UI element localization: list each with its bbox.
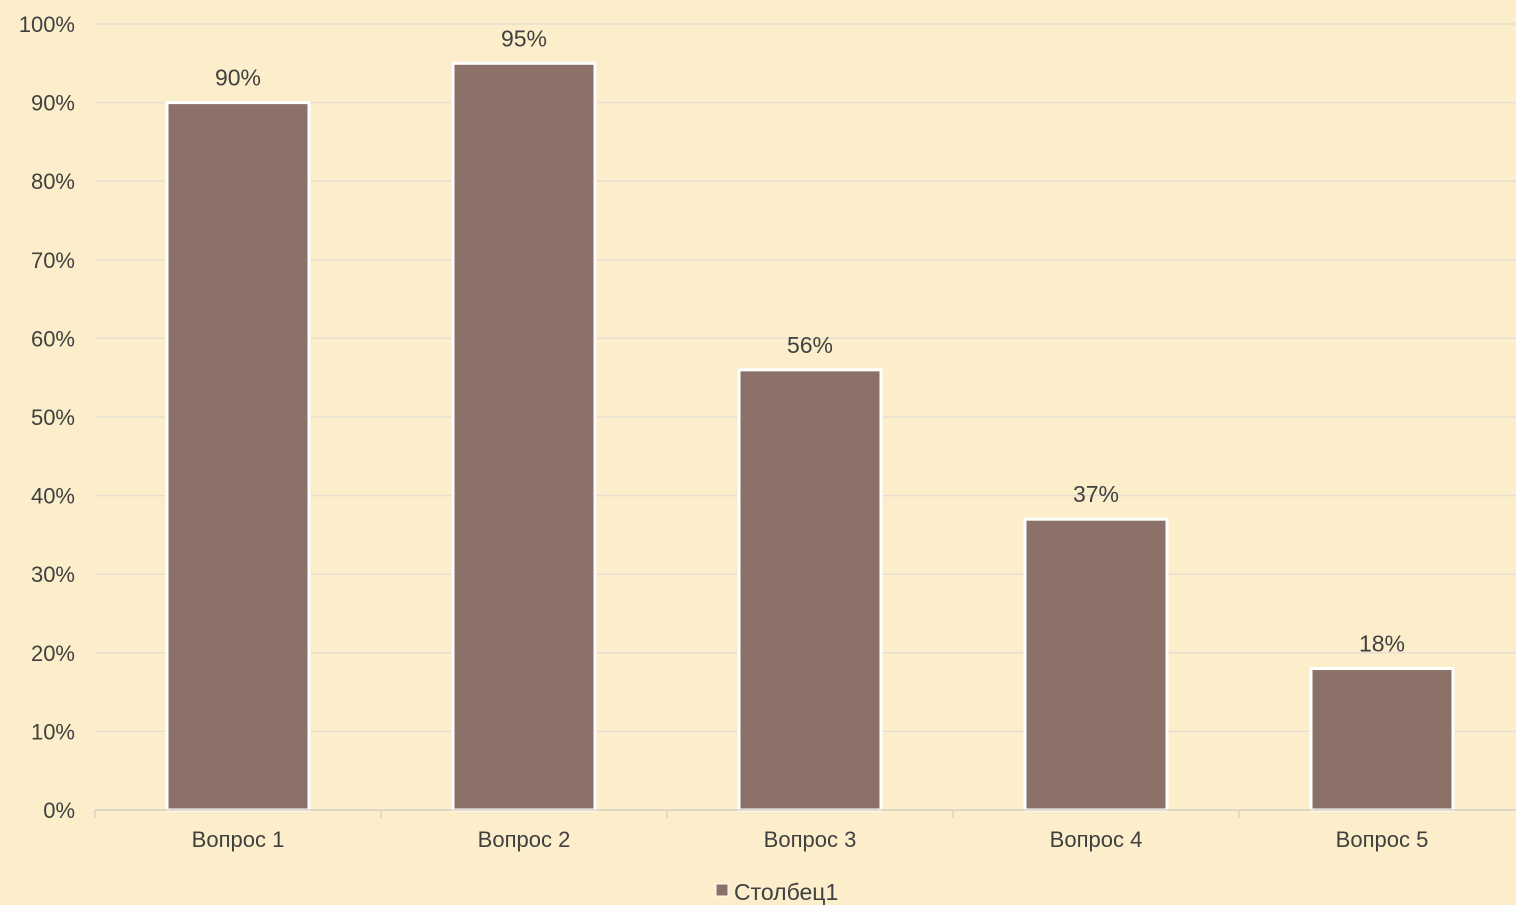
data-label: 56% bbox=[787, 332, 833, 358]
y-axis-tick-labels: 0% 10% 20% 30% 40% 50% 60% 70% 80% 90% 100% bbox=[19, 12, 75, 823]
bar bbox=[451, 61, 597, 812]
y-tick-label: 30% bbox=[31, 562, 75, 587]
y-tick-label: 50% bbox=[31, 405, 75, 430]
y-tick-label: 70% bbox=[31, 248, 75, 273]
y-tick-label: 90% bbox=[31, 91, 75, 116]
y-tick-label: 80% bbox=[31, 169, 75, 194]
y-tick-label: 0% bbox=[43, 798, 75, 823]
y-tick-label: 20% bbox=[31, 641, 75, 666]
bar bbox=[1023, 517, 1169, 812]
legend-label: Столбец1 bbox=[734, 879, 838, 905]
y-tick-label: 10% bbox=[31, 719, 75, 744]
bar bbox=[737, 368, 883, 812]
x-axis: Вопрос 1 Вопрос 2 Вопрос 3 Вопрос 4 Вопрос 5 bbox=[94, 809, 1516, 852]
data-label: 95% bbox=[501, 25, 547, 51]
x-tick-label: Вопрос 4 bbox=[1050, 827, 1143, 852]
bars bbox=[165, 61, 1455, 812]
x-tick-label: Вопрос 1 bbox=[192, 827, 285, 852]
x-tick-label: Вопрос 2 bbox=[478, 827, 571, 852]
y-tick-label: 40% bbox=[31, 484, 75, 509]
x-tick-label: Вопрос 3 bbox=[764, 827, 857, 852]
x-tick-label: Вопрос 5 bbox=[1336, 827, 1429, 852]
y-tick-label: 100% bbox=[19, 12, 75, 37]
data-label: 18% bbox=[1359, 631, 1405, 657]
data-labels: 90% 95% 56% 37% 18% bbox=[215, 25, 1405, 656]
legend-swatch bbox=[715, 883, 729, 897]
data-label: 37% bbox=[1073, 481, 1119, 507]
bar bbox=[1309, 667, 1455, 812]
y-tick-label: 60% bbox=[31, 326, 75, 351]
legend: Столбец1 bbox=[715, 879, 838, 905]
data-label: 90% bbox=[215, 65, 261, 91]
bar bbox=[165, 101, 311, 812]
